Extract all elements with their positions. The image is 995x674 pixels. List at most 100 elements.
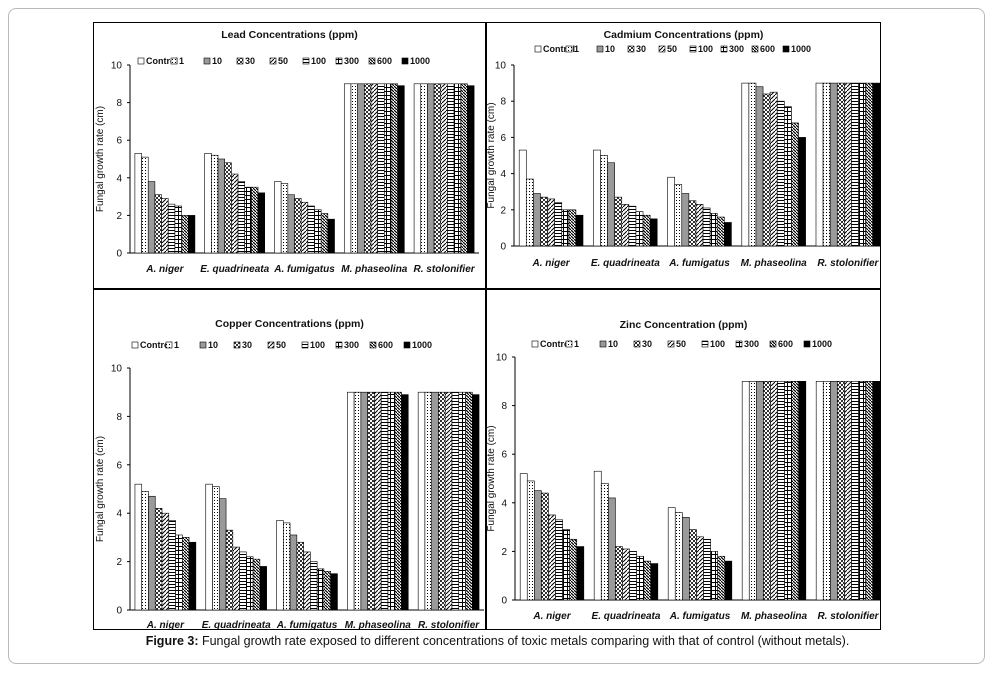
bar xyxy=(600,155,608,247)
bar xyxy=(205,483,213,611)
bar xyxy=(717,555,726,601)
legend-label: 300 xyxy=(344,340,359,350)
legend-label: 50 xyxy=(676,339,686,349)
bar xyxy=(622,548,630,601)
category-label: A. niger xyxy=(145,264,184,275)
category-label: M. phaseolina xyxy=(741,611,808,622)
chart-svg: Copper Concentrations (ppm) Control 1 10 30 5… xyxy=(95,318,484,629)
grid-divider-vertical xyxy=(485,23,487,629)
bar xyxy=(246,556,254,611)
legend-label: 30 xyxy=(636,44,646,54)
legend-label: 50 xyxy=(278,56,288,66)
legend-label: 600 xyxy=(378,340,393,350)
bar xyxy=(147,181,156,254)
bar xyxy=(276,520,284,611)
legend-swatch xyxy=(203,57,211,65)
grid-divider-horizontal xyxy=(94,288,880,290)
legend-swatch xyxy=(131,341,139,349)
bar xyxy=(569,538,578,601)
legend-swatch xyxy=(170,57,178,65)
bar xyxy=(822,381,831,601)
category-label: M. phaseolina xyxy=(341,264,408,275)
y-tick-label: 6 xyxy=(116,136,122,147)
bar xyxy=(547,198,555,247)
legend-label: 30 xyxy=(242,340,252,350)
legend-label: 30 xyxy=(642,339,652,349)
bar xyxy=(374,391,382,611)
bar xyxy=(310,561,318,611)
bar xyxy=(555,519,563,601)
bar xyxy=(237,181,246,254)
bar xyxy=(343,83,352,254)
bar xyxy=(696,536,704,601)
y-tick-label: 0 xyxy=(116,249,122,260)
bar xyxy=(872,82,880,247)
bar xyxy=(453,83,462,254)
bar xyxy=(467,85,475,254)
bar xyxy=(394,391,402,611)
bar xyxy=(608,497,616,601)
bar xyxy=(232,546,240,611)
legend-swatch xyxy=(720,45,728,53)
bar xyxy=(417,391,426,611)
category-label: A. niger xyxy=(146,620,185,629)
category-label: E. quadrineata xyxy=(202,620,271,629)
bar xyxy=(756,381,764,601)
bar xyxy=(710,551,718,601)
bar xyxy=(642,214,651,247)
y-tick-label: 10 xyxy=(496,353,508,364)
legend-swatch xyxy=(335,57,343,65)
legend-label: 600 xyxy=(778,339,793,349)
bar xyxy=(224,162,232,254)
bar xyxy=(181,215,189,254)
bar xyxy=(615,546,623,601)
legend-swatch xyxy=(302,57,310,65)
y-tick-label: 10 xyxy=(111,61,123,72)
y-axis-label: Fungal growth rate (cm) xyxy=(487,102,497,208)
category-label: E. quadrineata xyxy=(591,258,660,269)
bar xyxy=(154,194,162,254)
category-label: R. stolonifier xyxy=(418,620,480,629)
bar xyxy=(217,158,225,254)
chart-title: Cadmium Concentrations (ppm) xyxy=(604,29,764,41)
category-label: A. niger xyxy=(531,258,570,269)
bar xyxy=(858,82,866,247)
bar xyxy=(526,480,535,601)
bar xyxy=(791,381,800,601)
legend-label: 1000 xyxy=(791,44,811,54)
bar xyxy=(674,512,683,601)
y-tick-label: 2 xyxy=(500,205,506,216)
legend-swatch xyxy=(267,341,275,349)
y-tick-label: 10 xyxy=(495,61,507,72)
bar xyxy=(702,207,711,247)
bar xyxy=(674,184,683,247)
bar xyxy=(541,492,549,601)
caption-text: Fungal growth rate exposed to different … xyxy=(198,634,850,648)
bar xyxy=(748,82,757,247)
legend-swatch xyxy=(633,340,641,348)
y-tick-label: 4 xyxy=(501,498,507,509)
bar xyxy=(776,100,785,247)
legend-label: Control xyxy=(540,339,572,349)
legend-label: 50 xyxy=(667,44,677,54)
legend-label: 100 xyxy=(310,340,325,350)
bar xyxy=(798,381,807,601)
bar xyxy=(689,529,697,601)
legend-swatch xyxy=(735,340,743,348)
y-tick-label: 0 xyxy=(116,606,122,617)
bar xyxy=(427,83,435,254)
y-tick-label: 6 xyxy=(500,133,506,144)
bar xyxy=(280,183,289,254)
bar xyxy=(533,193,541,247)
bar xyxy=(770,381,778,601)
y-tick-label: 10 xyxy=(111,364,123,375)
bar xyxy=(614,196,623,247)
legend-label: 1 xyxy=(574,44,579,54)
category-label: E. quadrineata xyxy=(200,264,269,275)
bar xyxy=(628,205,637,247)
bar xyxy=(798,137,806,247)
bar xyxy=(784,381,792,601)
bar xyxy=(320,213,329,254)
legend-swatch xyxy=(751,45,759,53)
category-label: R. stolonifier xyxy=(414,264,476,275)
